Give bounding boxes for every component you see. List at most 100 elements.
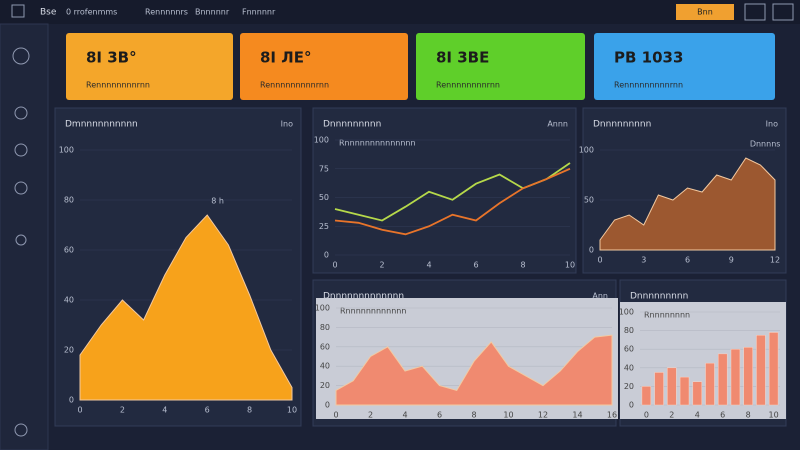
x-tick-label: 6 — [720, 411, 725, 420]
y-tick-label: 40 — [320, 362, 330, 371]
y-tick-label: 100 — [315, 304, 330, 313]
x-tick-label: 0 — [333, 411, 338, 420]
x-tick-label: 2 — [379, 261, 384, 270]
y-tick-label: 40 — [64, 296, 74, 305]
x-tick-label: 2 — [120, 406, 125, 415]
x-tick-label: 0 — [332, 261, 337, 270]
kpi-card — [66, 33, 233, 100]
y-tick-label: 20 — [320, 381, 330, 390]
x-tick-label: 2 — [368, 411, 373, 420]
icon-button[interactable] — [772, 3, 794, 21]
x-tick-label: 4 — [426, 261, 431, 270]
y-tick-label: 60 — [624, 345, 634, 354]
header-button-label[interactable]: Bnn — [697, 8, 713, 17]
tab[interactable]: Fnnnnnr — [242, 8, 276, 17]
y-tick-label: 75 — [319, 164, 329, 173]
y-tick-label: 0 — [69, 396, 74, 405]
y-tick-label: 50 — [584, 196, 594, 205]
bar — [705, 362, 715, 406]
y-tick-label: 25 — [319, 222, 329, 231]
x-tick-label: 12 — [770, 256, 780, 265]
y-tick-label: 40 — [624, 363, 634, 372]
tab[interactable]: Bnnnnnr — [195, 8, 230, 17]
x-tick-label: 14 — [572, 411, 582, 420]
x-tick-label: 4 — [162, 406, 167, 415]
y-tick-label: 50 — [319, 193, 329, 202]
kpi-label: Rennnnnnnnrnn — [86, 81, 150, 90]
kpi-label: Rennnnnnnnnrnn — [614, 81, 683, 90]
y-tick-label: 80 — [320, 323, 330, 332]
x-tick-label: 8 — [746, 411, 751, 420]
area — [335, 334, 613, 406]
panel-corner: Annn — [547, 120, 568, 129]
sidebar-icons — [11, 4, 30, 437]
bar — [718, 353, 728, 406]
y-tick-label: 60 — [320, 342, 330, 351]
area — [599, 157, 776, 251]
panel-title: Dmnnnnnnnnnn — [65, 120, 138, 130]
panel-title: Dnnnnnnnnn — [593, 120, 651, 130]
x-tick-label: 6 — [685, 256, 690, 265]
x-tick-label: 16 — [607, 411, 617, 420]
kpi-card — [240, 33, 408, 100]
x-tick-label: 4 — [695, 411, 700, 420]
x-tick-label: 4 — [402, 411, 407, 420]
x-tick-label: 2 — [669, 411, 674, 420]
kpi-label: Rennnnnnnnnrnn — [260, 81, 329, 90]
x-tick-label: 10 — [287, 406, 297, 415]
panel-title: Dnnnnnnnnn — [630, 292, 688, 302]
x-tick-label: 12 — [538, 411, 548, 420]
y-tick-label: 0 — [324, 251, 329, 260]
sidebar — [0, 23, 49, 450]
kpi-value: 8I 3B° — [86, 49, 137, 67]
bar — [654, 372, 664, 406]
app-title: Bse — [40, 8, 57, 18]
panel-title: Dnnnnnnnnn — [323, 120, 381, 130]
kpi-value: 8I 3BE — [436, 49, 489, 67]
header-button[interactable] — [676, 4, 734, 20]
y-tick-label: 100 — [314, 136, 329, 145]
x-tick-label: 8 — [520, 261, 525, 270]
panel-corner: Ino — [766, 120, 778, 129]
bar — [768, 332, 779, 406]
bar — [730, 348, 741, 406]
tab[interactable]: 0 rrofenmms — [66, 8, 117, 17]
chart-subtitle: Rnnnnnnnnnnnn — [340, 307, 406, 316]
y-tick-label: 100 — [59, 146, 74, 155]
kpi-value: PB 1033 — [614, 49, 683, 67]
top-bar — [0, 0, 800, 24]
annotation: 8 h — [211, 197, 224, 206]
bar — [692, 381, 702, 406]
y-tick-label: 0 — [325, 401, 330, 410]
y-tick-label: 80 — [624, 326, 634, 335]
y-tick-label: 0 — [589, 246, 594, 255]
panel-title: Dnnnnnnnnnnnnn — [323, 292, 404, 302]
bar — [679, 376, 690, 406]
y-tick-label: 100 — [619, 308, 634, 317]
panel-corner: Ino — [281, 120, 293, 129]
panel-corner: Ann — [592, 292, 608, 301]
x-tick-label: 10 — [565, 261, 575, 270]
y-tick-label: 60 — [64, 246, 74, 255]
icon-button[interactable] — [744, 3, 766, 21]
y-tick-label: 80 — [64, 196, 74, 205]
x-tick-label: 3 — [641, 256, 646, 265]
x-tick-label: 0 — [644, 411, 649, 420]
x-tick-label: 10 — [503, 411, 513, 420]
bar — [756, 335, 766, 406]
line — [334, 167, 571, 236]
x-tick-label: 0 — [597, 256, 602, 265]
tab[interactable]: Rennnnnrs — [145, 8, 188, 17]
bar — [667, 367, 677, 406]
chart-subtitle: Rnnnnnnnnnnnnnn — [339, 139, 416, 148]
bar — [743, 347, 753, 406]
x-tick-label: 0 — [77, 406, 82, 415]
chart-subtitle: Rnnnnnnnn — [644, 311, 690, 320]
bar — [641, 386, 652, 406]
kpi-card — [594, 33, 775, 100]
kpi-label: Rennnnnnnnrnn — [436, 81, 500, 90]
y-tick-label: 0 — [629, 401, 634, 410]
x-tick-label: 6 — [205, 406, 210, 415]
kpi-value: 8I ЛЕ° — [260, 49, 311, 67]
